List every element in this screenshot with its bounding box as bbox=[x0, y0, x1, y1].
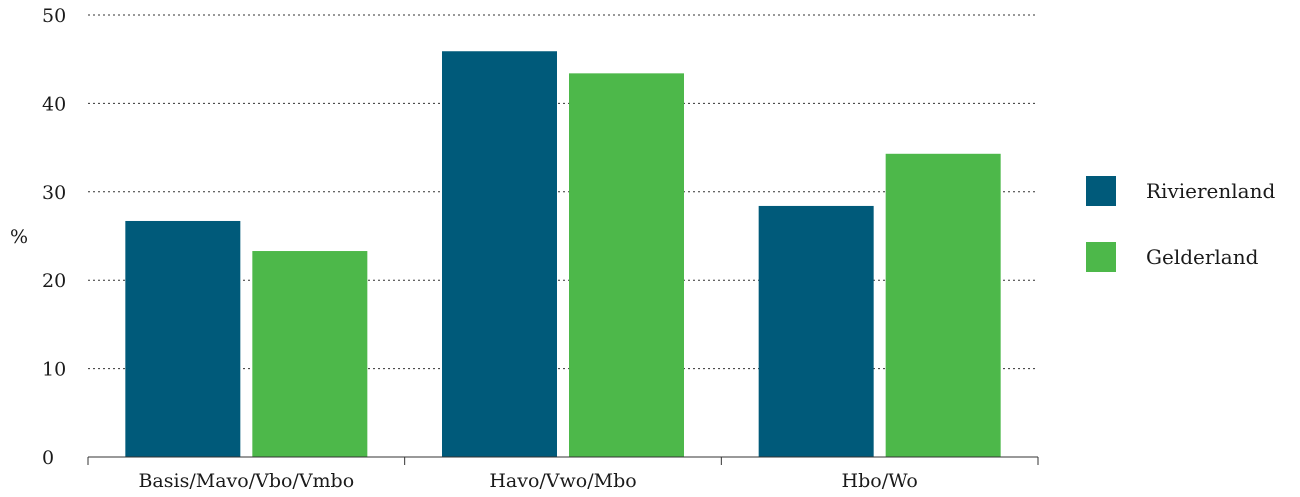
bar-gelderland bbox=[252, 251, 368, 457]
x-category-label: Basis/Mavo/Vbo/Vmbo bbox=[138, 470, 354, 492]
y-tick-label: 50 bbox=[42, 5, 66, 27]
bars bbox=[125, 51, 1001, 458]
x-category-label: Hbo/Wo bbox=[842, 470, 918, 492]
x-category-label: Havo/Vwo/Mbo bbox=[489, 470, 636, 492]
legend-item-gelderland: Gelderland bbox=[1086, 241, 1275, 273]
y-axis-label: % bbox=[10, 226, 28, 248]
legend-item-rivierenland: Rivierenland bbox=[1086, 175, 1275, 207]
y-tick-label: 40 bbox=[42, 93, 66, 115]
y-tick-label: 0 bbox=[42, 447, 54, 469]
legend-swatch bbox=[1086, 242, 1116, 272]
bar-rivierenland bbox=[758, 205, 874, 457]
bar-rivierenland bbox=[125, 220, 241, 457]
y-tick-label: 20 bbox=[42, 270, 66, 292]
legend-label: Gelderland bbox=[1146, 245, 1259, 269]
gridlines bbox=[88, 14, 1038, 370]
bar-gelderland bbox=[885, 153, 1001, 457]
legend: Rivierenland Gelderland bbox=[1086, 175, 1275, 307]
x-axis: Basis/Mavo/Vbo/Vmbo Havo/Vwo/Mbo Hbo/Wo bbox=[87, 456, 1039, 492]
legend-label: Rivierenland bbox=[1146, 179, 1276, 203]
y-axis-ticks: 0 10 20 30 40 50 bbox=[42, 5, 66, 469]
y-tick-label: 10 bbox=[42, 359, 66, 381]
bar-gelderland bbox=[569, 73, 684, 458]
bar-rivierenland bbox=[442, 51, 557, 458]
legend-swatch bbox=[1086, 176, 1116, 206]
y-tick-label: 30 bbox=[42, 182, 66, 204]
